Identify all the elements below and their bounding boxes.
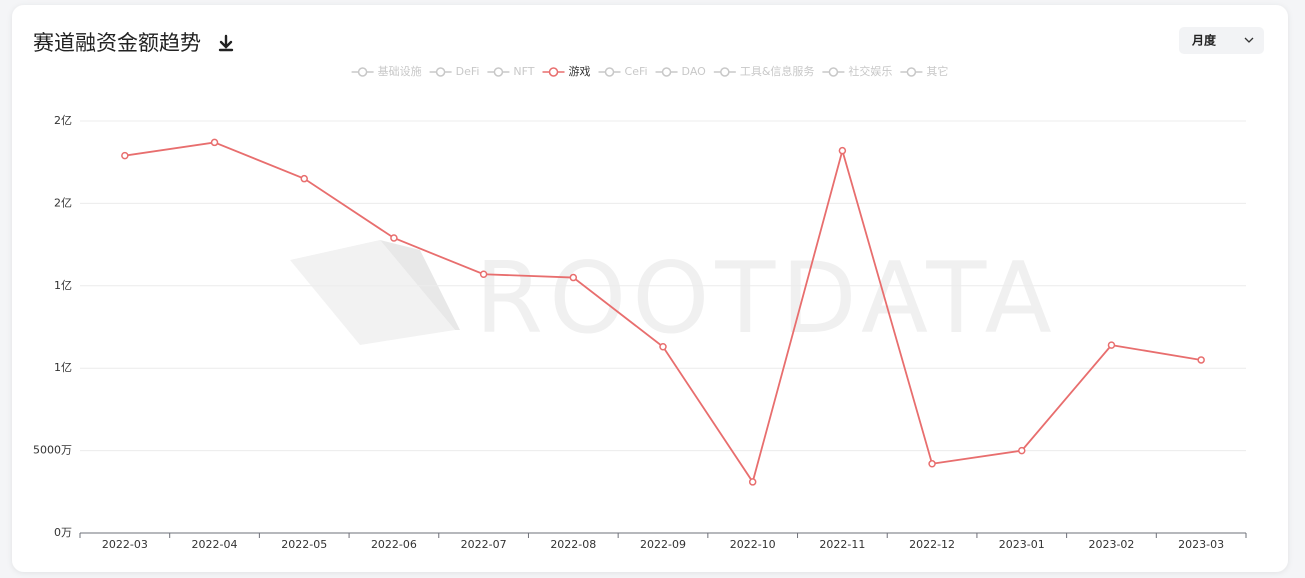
y-tick-label: 2亿 bbox=[54, 196, 72, 209]
legend-label: DeFi bbox=[456, 65, 480, 78]
x-tick-label: 2022-03 bbox=[102, 538, 148, 551]
x-tick-label: 2022-11 bbox=[819, 538, 865, 551]
data-point bbox=[479, 270, 488, 279]
x-tick-label: 2022-04 bbox=[192, 538, 238, 551]
legend-icon bbox=[435, 67, 446, 77]
legend-label: CeFi bbox=[625, 65, 648, 78]
data-point bbox=[121, 151, 129, 160]
chart-title: 赛道融资金额趋势 bbox=[33, 31, 201, 55]
x-tick-label: 2022-12 bbox=[909, 538, 955, 551]
legend-label: 游戏 bbox=[569, 65, 591, 78]
y-tick-label: 5000万 bbox=[33, 444, 72, 457]
x-tick-label: 2022-07 bbox=[461, 538, 507, 551]
legend-label: 基础设施 bbox=[378, 65, 422, 78]
data-point bbox=[1018, 446, 1026, 455]
data-point bbox=[300, 174, 308, 183]
legend-icon bbox=[548, 67, 559, 77]
data-point bbox=[838, 146, 847, 155]
download-icon[interactable] bbox=[218, 34, 234, 52]
data-point bbox=[1107, 341, 1116, 349]
legend-label: NFT bbox=[513, 65, 534, 78]
y-tick-label: 1亿 bbox=[54, 279, 72, 292]
y-tick-label: 2亿 bbox=[54, 114, 72, 127]
x-tick-label: 2023-03 bbox=[1178, 538, 1224, 551]
legend-icon bbox=[493, 67, 504, 77]
watermark bbox=[290, 240, 460, 345]
legend-label: DAO bbox=[682, 65, 707, 78]
x-tick-label: 2022-05 bbox=[281, 538, 327, 551]
data-point bbox=[569, 273, 578, 282]
legend-icon bbox=[828, 67, 839, 77]
y-tick-label: 1亿 bbox=[54, 361, 72, 374]
legend: 基础设施 DeFi NFT 游戏 CeFi DAO 工具&信息服务 社交娱乐 其它 bbox=[351, 64, 948, 78]
data-point bbox=[748, 478, 757, 486]
x-tick-label: 2022-08 bbox=[550, 538, 596, 551]
card bbox=[12, 5, 1288, 572]
x-tick-label: 2022-06 bbox=[371, 538, 417, 551]
y-tick-label: 0万 bbox=[54, 526, 72, 539]
legend-label: 工具&信息服务 bbox=[740, 64, 815, 78]
legend-icon bbox=[661, 67, 672, 77]
data-point bbox=[210, 138, 219, 147]
dropdown-label: 月度 bbox=[1191, 33, 1217, 48]
x-tick-label: 2023-01 bbox=[999, 538, 1045, 551]
data-point bbox=[1197, 356, 1205, 364]
x-tick-label: 2022-09 bbox=[640, 538, 686, 551]
data-point bbox=[390, 234, 398, 242]
data-point bbox=[659, 343, 667, 351]
legend-icon bbox=[357, 67, 368, 77]
period-dropdown[interactable]: 月度 bbox=[1179, 27, 1264, 54]
x-tick-label: 2022-10 bbox=[730, 538, 776, 551]
legend-icon bbox=[604, 67, 615, 77]
data-point bbox=[928, 460, 936, 468]
legend-icon bbox=[906, 67, 917, 77]
legend-label: 社交娱乐 bbox=[848, 64, 892, 78]
legend-label: 其它 bbox=[926, 64, 948, 78]
legend-icon bbox=[720, 67, 730, 77]
watermark-text: ROOTDATA bbox=[475, 242, 1058, 356]
x-tick-label: 2023-02 bbox=[1088, 538, 1134, 551]
